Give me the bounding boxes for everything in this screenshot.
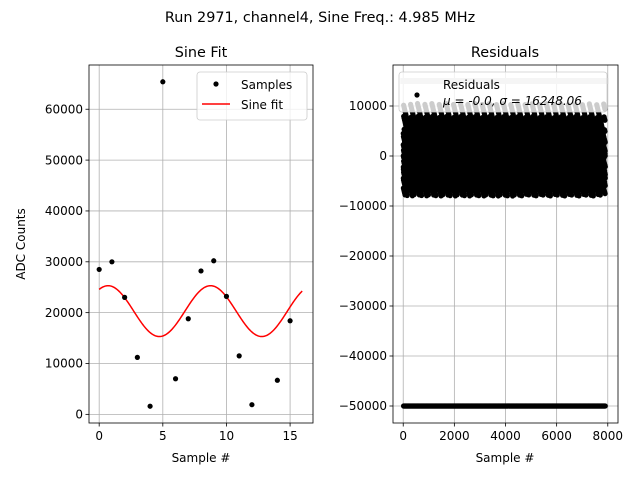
sine-fit-ytick-label: 60000 [45,102,83,116]
legend-sine-fit-label: Sine fit [241,98,283,112]
sine-fit-xtick-label: 10 [219,429,234,443]
sample-point [134,354,140,361]
residual-point [490,193,496,199]
residuals-title: Residuals [471,45,539,61]
sine-fit-title: Sine Fit [175,45,228,61]
residual-point [454,192,460,198]
sample-point [211,258,217,264]
residuals-axes: Residuals 0 2000 4000 6000 8000−50000−40000−… [339,45,623,465]
sine-fit-legend: Samples Sine fit [196,71,308,121]
sample-point [223,293,230,299]
sample-point [287,318,293,324]
sine-fit-xlabel: Sample # [172,451,231,465]
legend-samples-label: Samples [241,78,292,92]
sample-point [122,294,128,300]
residual-point [411,192,417,198]
sample-point [109,259,115,265]
sample-point [96,266,102,273]
sine-fit-legend-box [196,71,308,121]
sine-fit-ytick-label: 20000 [45,306,83,320]
sine-fit-xtick-label: 0 [95,429,103,443]
residuals-data [400,78,609,409]
sample-point [249,402,255,408]
sample-point [198,268,204,274]
residual-point [468,192,475,198]
sine-fit-xtick-label: 5 [159,429,167,443]
residual-point [404,192,410,199]
sine-fit-ytick-label: 50000 [45,153,83,167]
sample-point [147,403,153,409]
sine-fit-ticks: 0 5 10 15 0 10000 20000 30000 40000 50000 60000 [45,102,298,443]
sample-point [236,353,242,359]
sine-fit-ylabel: ADC Counts [14,208,28,280]
residual-point [461,193,468,199]
residual-point [504,193,511,199]
sine-fit-frame [88,64,314,424]
residual-point [447,193,453,199]
sine-fit-grid [89,65,313,423]
sine-fit-ytick-label: 10000 [45,357,83,371]
sine-fit-axes: Sine Fit 0 5 10 15 0 10000 20000 30000 40000 5000… [14,45,314,465]
sample-point [274,377,280,383]
sine-fit-ytick-label: 30000 [45,255,83,269]
sample-point [185,316,191,322]
legend-samples-marker [213,81,219,87]
sine-fit-data [96,79,303,409]
residual-point [418,192,425,199]
residual-point [519,193,525,199]
sine-fit-xtick-label: 15 [282,429,297,443]
sine-fit-curve [98,284,303,338]
sine-fit-ytick-label: 0 [75,408,83,422]
residual-point [425,192,432,198]
sine-fit-ytick-label: 40000 [45,204,83,218]
figure-suptitle: Run 2971, channel4, Sine Freq.: 4.985 MH… [165,10,475,26]
sample-point [160,79,166,85]
sample-point [172,376,179,382]
residual-point [476,193,482,199]
residual-point [433,193,439,199]
residual-point [440,192,446,198]
